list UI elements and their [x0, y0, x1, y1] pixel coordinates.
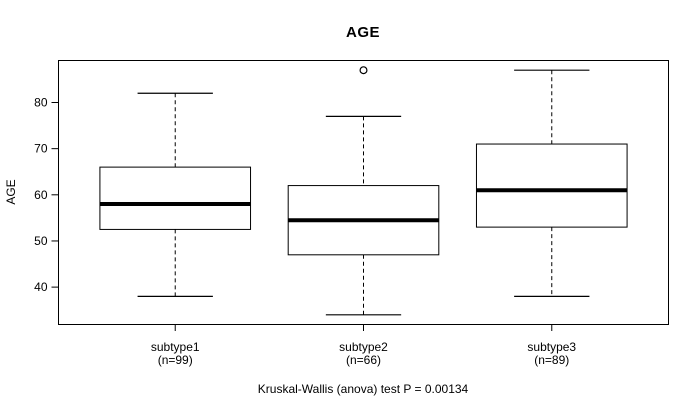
- group-name: subtype3: [527, 340, 577, 354]
- group-n-count: (n=66): [345, 353, 382, 367]
- y-tick-label: 80: [34, 96, 48, 110]
- chart-title: AGE: [345, 24, 380, 41]
- iqr-box-subtype3: [475, 143, 628, 228]
- group-label-subtype1: subtype1 (n=99): [100, 341, 250, 367]
- group-label-subtype2: subtype2 (n=66): [289, 341, 439, 367]
- group-name: subtype1: [150, 340, 200, 354]
- group-name: subtype2: [339, 340, 388, 354]
- group-label-subtype3: subtype3 (n=89): [477, 341, 627, 367]
- y-tick-label: 40: [34, 280, 48, 294]
- iqr-box-subtype1: [99, 166, 252, 230]
- y-tick-label: 60: [34, 188, 48, 202]
- group-n-count: (n=89): [534, 353, 570, 367]
- outlier-point-subtype2: [359, 66, 368, 75]
- group-n-count: (n=99): [157, 353, 193, 367]
- y-tick-label: 70: [34, 142, 48, 156]
- stat-test-caption: Kruskal-Wallis (anova) test P = 0.00134: [257, 382, 469, 396]
- y-tick-label: 50: [34, 234, 48, 248]
